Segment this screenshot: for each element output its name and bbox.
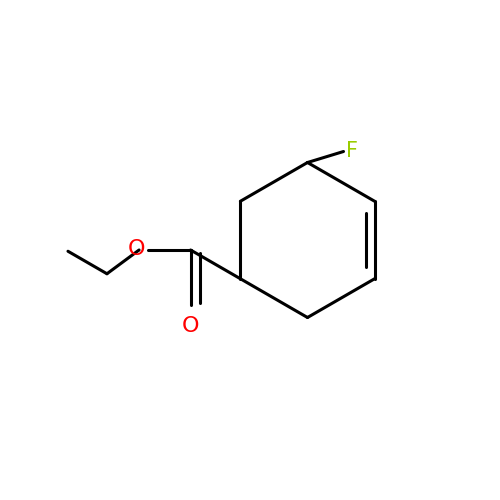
Text: O: O	[128, 239, 146, 259]
Text: O: O	[182, 316, 200, 336]
Text: F: F	[346, 142, 358, 162]
